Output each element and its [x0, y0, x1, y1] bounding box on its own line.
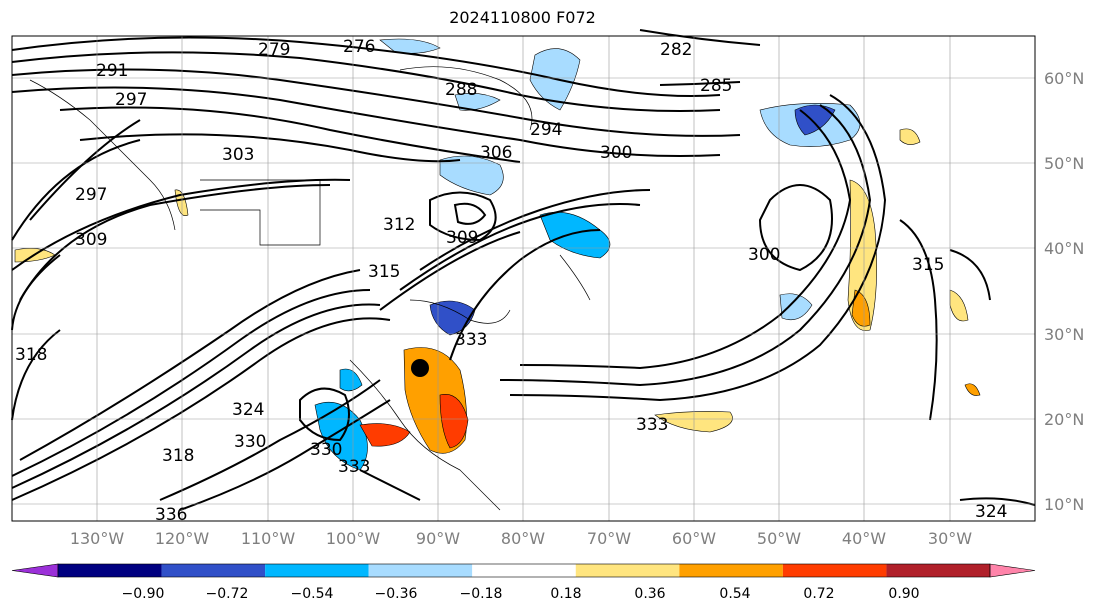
colorbar-tick: 0.90 — [888, 586, 920, 602]
colorbar-segment — [679, 564, 783, 577]
colorbar-tick: 0.54 — [719, 586, 751, 602]
contour-label: 333 — [455, 330, 487, 350]
contour-label: 315 — [368, 262, 400, 282]
lat-label: 30°N — [1044, 325, 1084, 344]
colorbar-tick: 0.18 — [550, 586, 582, 602]
contour-label: 312 — [383, 215, 415, 235]
colorbar-segment — [58, 564, 162, 577]
lon-label: 120°W — [155, 529, 210, 548]
contour-label: 336 — [155, 505, 187, 525]
lat-label: 20°N — [1044, 410, 1084, 429]
lat-label: 50°N — [1044, 154, 1084, 173]
lon-label: 50°W — [757, 529, 801, 548]
contour-label: 333 — [636, 415, 668, 435]
lon-label: 70°W — [587, 529, 631, 548]
colorbar-tick: −0.72 — [205, 586, 249, 602]
lat-label: 10°N — [1044, 495, 1084, 514]
contour-label: 285 — [700, 76, 732, 96]
contour-label: 276 — [343, 37, 375, 57]
lon-label: 40°W — [842, 529, 886, 548]
contour-label: 330 — [310, 440, 342, 460]
contour-label: 291 — [96, 61, 128, 81]
lat-label: 40°N — [1044, 239, 1084, 258]
contour-label: 303 — [222, 145, 254, 165]
contour-label: 282 — [660, 40, 692, 60]
contour-label: 318 — [15, 345, 47, 365]
lon-label: 30°W — [928, 529, 972, 548]
latitude-labels: 60°N 50°N 40°N 30°N 20°N 10°N — [1044, 69, 1084, 514]
lon-label: 130°W — [70, 529, 125, 548]
colorbar-segment — [265, 564, 369, 577]
colorbar-segment — [886, 564, 990, 577]
contour-label: 333 — [338, 457, 370, 477]
colorbar-tick: −0.18 — [459, 586, 503, 602]
colorbar-segment — [368, 564, 473, 577]
colorbar-extend-min — [11, 563, 59, 578]
colorbar-segment — [161, 564, 266, 577]
contour-label-group: 279 276 282 285 291 297 288 294 306 300 … — [15, 37, 1007, 525]
colorbar-segment — [472, 564, 576, 577]
contour-label: 300 — [748, 245, 780, 265]
lon-label: 80°W — [501, 529, 545, 548]
lon-label: 110°W — [241, 529, 296, 548]
colorbar-tick: −0.36 — [374, 586, 418, 602]
colorbar-frame — [57, 563, 991, 578]
contour-label: 294 — [530, 120, 562, 140]
contour-label: 309 — [446, 228, 478, 248]
coastlines — [29, 66, 591, 511]
contour-label: 315 — [912, 255, 944, 275]
contour-label: 330 — [234, 432, 266, 452]
lat-label: 60°N — [1044, 69, 1084, 88]
storm-center-marker — [411, 359, 429, 377]
lon-label: 100°W — [326, 529, 381, 548]
colorbar-segment — [575, 564, 680, 577]
colorbar — [11, 563, 1036, 578]
contour-label: 309 — [75, 230, 107, 250]
contour-label: 297 — [75, 185, 107, 205]
colorbar-tick: 0.36 — [634, 586, 666, 602]
lon-label: 60°W — [672, 529, 716, 548]
shaded-fields — [14, 38, 981, 471]
colorbar-tick: −0.90 — [121, 586, 165, 602]
contour-label: 300 — [600, 143, 632, 163]
contour-lines — [11, 29, 1036, 511]
colorbar-tick: −0.54 — [290, 586, 334, 602]
colorbar-segment — [782, 564, 887, 577]
contour-label: 297 — [115, 90, 147, 110]
colorbar-extend-max — [989, 563, 1036, 578]
colorbar-tick: 0.72 — [803, 586, 835, 602]
contour-label: 324 — [232, 400, 264, 420]
graticule — [12, 36, 1035, 521]
contour-label: 306 — [480, 143, 512, 163]
contour-label: 288 — [445, 80, 477, 100]
contour-label: 324 — [975, 502, 1007, 522]
map-title: 2024110800 F072 — [449, 8, 596, 27]
contour-label: 318 — [162, 446, 194, 466]
longitude-labels: 130°W 120°W 110°W 100°W 90°W 80°W 70°W 6… — [70, 529, 972, 548]
lon-label: 90°W — [416, 529, 460, 548]
contour-label: 279 — [258, 40, 290, 60]
